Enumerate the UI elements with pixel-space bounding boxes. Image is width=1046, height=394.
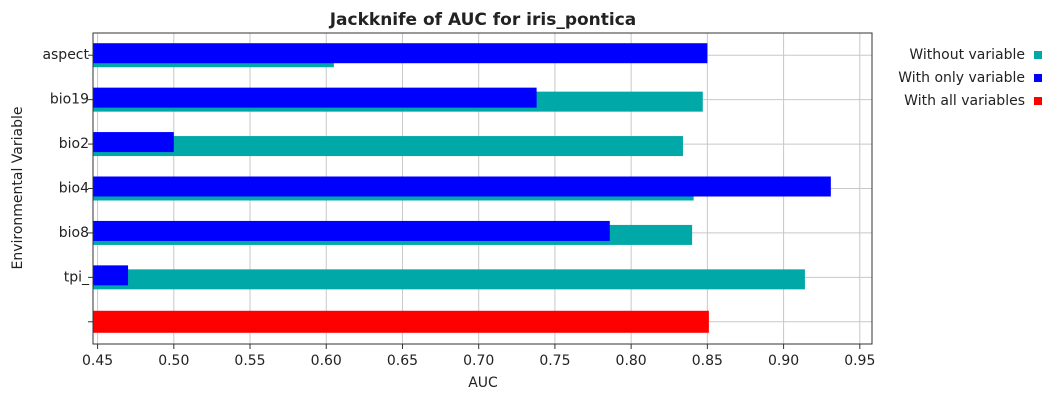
x-tick-label: 0.75: [539, 353, 570, 369]
bar: [93, 176, 831, 197]
bar: [93, 43, 708, 64]
legend-swatch: [1034, 74, 1042, 82]
bar: [93, 269, 805, 290]
bar: [93, 220, 610, 241]
legend-label: With all variables: [904, 93, 1025, 109]
y-tick-label: aspect: [42, 47, 89, 63]
bar: [93, 87, 537, 108]
y-axis-label: Environmental Variable: [10, 107, 26, 270]
bar: [93, 136, 683, 157]
x-tick-label: 0.60: [311, 353, 342, 369]
y-tick-label: bio4: [59, 181, 89, 197]
x-axis-label: AUC: [468, 375, 498, 391]
plot-frame: [92, 32, 873, 345]
x-tick-label: 0.50: [158, 353, 189, 369]
y-tick-label: tpi_: [64, 269, 90, 285]
bar: [93, 265, 129, 286]
y-tick-label: bio19: [50, 92, 89, 108]
legend-swatch: [1034, 51, 1042, 59]
legend-label: With only variable: [898, 70, 1025, 86]
chart-title: Jackknife of AUC for iris_pontica: [329, 10, 637, 30]
y-tick-label: bio2: [59, 136, 89, 152]
x-tick-label: 0.55: [234, 353, 265, 369]
x-tick-label: 0.85: [692, 353, 723, 369]
legend-swatch: [1034, 97, 1042, 105]
legend-label: Without variable: [909, 47, 1025, 63]
x-tick-label: 0.95: [844, 353, 875, 369]
x-tick-label: 0.80: [616, 353, 647, 369]
bar: [93, 132, 174, 153]
y-tick-label: bio8: [59, 225, 89, 241]
bar: [93, 310, 709, 333]
x-tick-label: 0.65: [387, 353, 418, 369]
x-tick-label: 0.45: [82, 353, 113, 369]
x-tick-label: 0.70: [463, 353, 494, 369]
x-tick-label: 0.90: [768, 353, 799, 369]
